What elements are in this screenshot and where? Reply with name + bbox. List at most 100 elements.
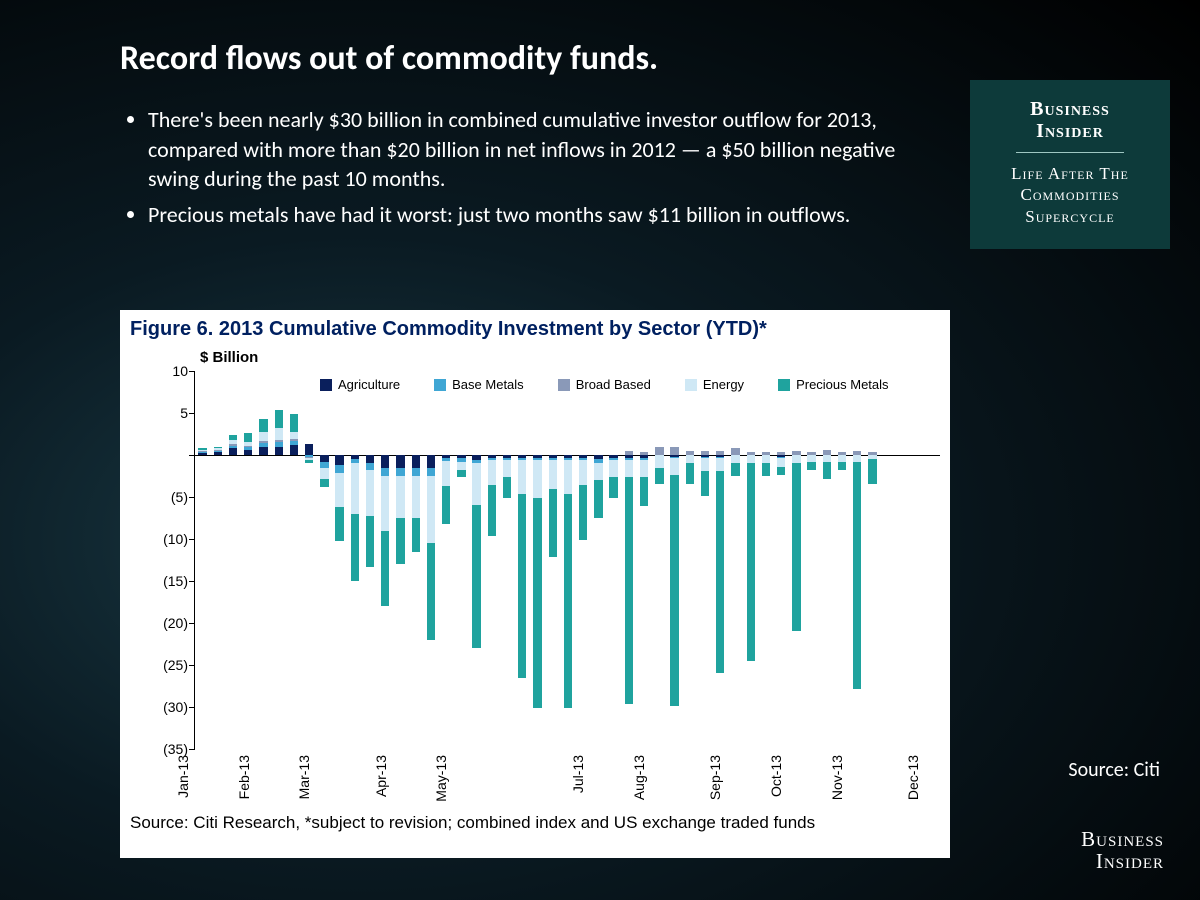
bar-segment: [229, 435, 237, 440]
bar-column: [670, 371, 678, 749]
bar-segment: [625, 477, 633, 704]
bar-column: [868, 371, 876, 749]
bar-segment: [823, 455, 831, 462]
figure-title: Figure 6. 2013 Cumulative Commodity Inve…: [120, 310, 950, 345]
bar-segment: [351, 463, 359, 513]
bar-column: [609, 371, 617, 749]
bar-segment: [335, 473, 343, 507]
bar-segment: [701, 471, 709, 496]
y-tick: [189, 497, 195, 498]
y-tick: [189, 749, 195, 750]
bar-column: [320, 371, 328, 749]
bar-column: [747, 371, 755, 749]
bar-column: [259, 371, 267, 749]
bar-segment: [792, 463, 800, 631]
bar-segment: [290, 414, 298, 432]
bar-segment: [198, 452, 206, 455]
bar-segment: [686, 463, 694, 484]
bar-segment: [396, 455, 404, 468]
bar-segment: [807, 462, 815, 470]
bar-column: [731, 371, 739, 749]
bar-column: [396, 371, 404, 749]
y-tick-label: 5: [130, 405, 188, 421]
bar-segment: [275, 442, 283, 446]
bar-segment: [320, 468, 328, 478]
bar-segment: [579, 485, 587, 540]
bar-segment: [594, 480, 602, 518]
bar-segment: [396, 518, 404, 564]
bar-segment: [716, 451, 724, 455]
bar-segment: [518, 494, 526, 679]
bar-segment: [518, 460, 526, 494]
bar-segment: [640, 452, 648, 455]
x-tick-label: Aug-13: [631, 755, 685, 800]
bar-segment: [229, 444, 237, 446]
bar-segment: [381, 531, 389, 607]
x-tick-label: Sep-13: [707, 755, 761, 800]
bar-segment: [762, 455, 770, 463]
bar-segment: [838, 455, 846, 462]
bar-column: [777, 371, 785, 749]
bar-segment: [503, 460, 511, 477]
bar-segment: [747, 463, 755, 660]
bar-segment: [412, 455, 420, 468]
bar-column: [823, 371, 831, 749]
bar-segment: [564, 494, 572, 708]
bar-segment: [625, 451, 633, 455]
badge-divider: [1016, 152, 1124, 153]
bar-segment: [320, 462, 328, 469]
bar-segment: [229, 440, 237, 444]
bar-segment: [609, 460, 617, 477]
bar-segment: [259, 443, 267, 446]
bar-segment: [777, 452, 785, 455]
y-tick: [189, 581, 195, 582]
bar-segment: [244, 450, 252, 455]
bar-segment: [427, 543, 435, 640]
y-tick-label: (20): [130, 615, 188, 631]
bar-segment: [549, 460, 557, 489]
source-citation: Source: Citi: [1068, 758, 1160, 782]
bar-column: [594, 371, 602, 749]
bar-segment: [731, 463, 739, 476]
bar-segment: [807, 455, 815, 462]
x-tick-label: Nov-13: [829, 755, 883, 800]
bar-segment: [381, 468, 389, 476]
bar-segment: [381, 455, 389, 468]
bar-segment: [229, 448, 237, 455]
bar-segment: [716, 458, 724, 471]
y-tick: [189, 371, 195, 372]
bar-segment: [214, 450, 222, 451]
bar-segment: [853, 455, 861, 462]
y-tick: [189, 707, 195, 708]
bar-segment: [198, 450, 206, 451]
bullet-list: There's been nearly $30 billion in combi…: [120, 105, 940, 236]
bar-segment: [381, 476, 389, 531]
y-tick: [189, 665, 195, 666]
bar-segment: [335, 455, 343, 465]
bar-segment: [275, 440, 283, 443]
bar-segment: [838, 462, 846, 470]
bar-segment: [655, 455, 663, 468]
bar-segment: [412, 468, 420, 476]
bar-segment: [259, 419, 267, 432]
bar-segment: [731, 455, 739, 463]
bar-segment: [275, 447, 283, 455]
x-tick-label: Mar-13: [296, 755, 350, 799]
bar-segment: [701, 458, 709, 471]
bar-segment: [259, 432, 267, 440]
bar-segment: [488, 460, 496, 485]
bar-segment: [198, 448, 206, 450]
bar-column: [229, 371, 237, 749]
bar-segment: [594, 463, 602, 480]
bar-segment: [792, 455, 800, 463]
bar-column: [427, 371, 435, 749]
bar-segment: [777, 458, 785, 466]
bar-segment: [214, 451, 222, 452]
bar-column: [792, 371, 800, 749]
x-tick-label: Jan-13: [175, 755, 229, 798]
bar-segment: [640, 460, 648, 477]
bar-segment: [305, 444, 313, 455]
y-tick: [189, 539, 195, 540]
badge-brand-l2: Insider: [1036, 120, 1104, 142]
bar-segment: [335, 507, 343, 541]
